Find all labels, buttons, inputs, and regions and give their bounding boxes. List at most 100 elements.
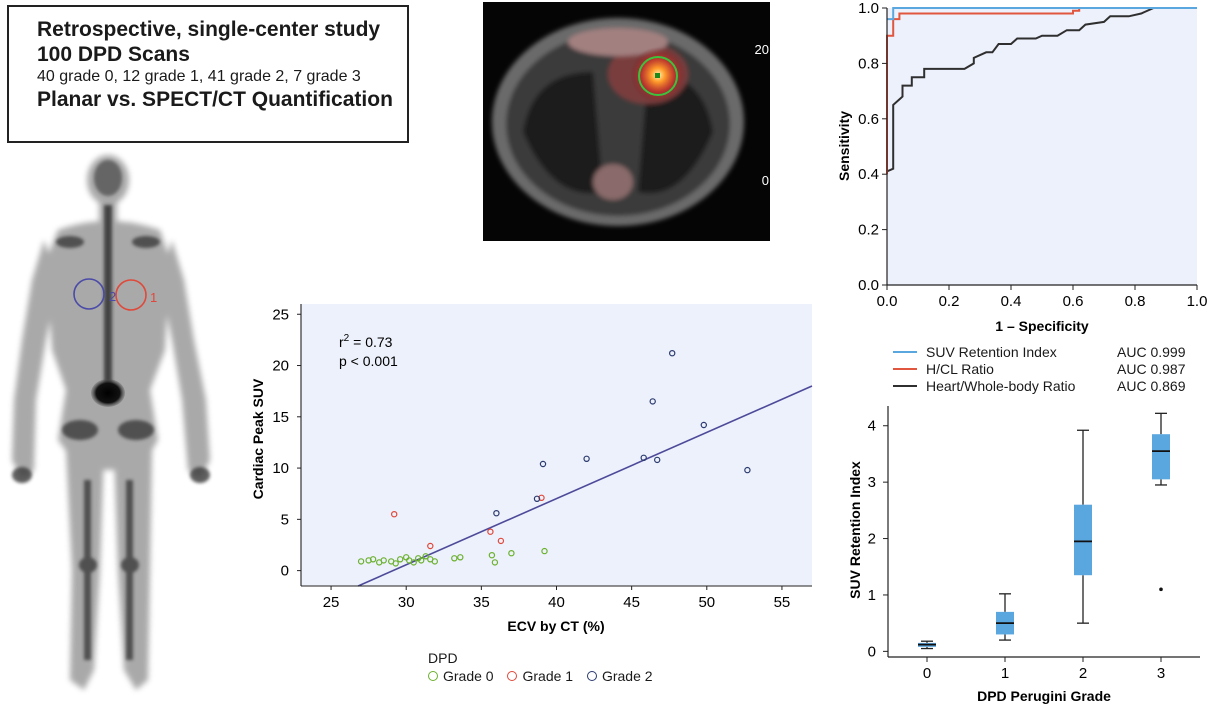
scatter-point-grade-2: [700, 421, 707, 429]
boxplot-x-tick-label: 1: [1001, 665, 1009, 682]
roc-series-line-0: [887, 7, 1197, 21]
legend-line-black: [893, 384, 917, 387]
p-value-annotation: p < 0.001: [339, 353, 398, 369]
roc-x-axis-label: 1 – Specificity: [995, 318, 1089, 334]
boxplot-x-tick-label: 3: [1157, 665, 1165, 682]
scatter-point-grade-0: [417, 557, 425, 564]
grade-breakdown-text: 40 grade 0, 12 grade 1, 41 grade 2, 7 gr…: [37, 68, 361, 85]
boxplot-suv-retention-chart: 0 1 2 3 0 1 2 3 4 DPD Perugini Grade SUV Retent…: [847, 406, 1200, 704]
scatter-point-grade-2: [493, 509, 500, 517]
colorbar-max-label: 20: [755, 42, 769, 57]
scatter-point-grade-1: [427, 542, 434, 550]
legend-item-grade-2: Grade 2: [586, 667, 653, 685]
scatter-point-grade-2: [649, 398, 656, 405]
roi-label-2: 2: [109, 289, 116, 304]
bladder-uptake: [91, 379, 125, 407]
ct-roi-circle: [638, 56, 678, 96]
roi-label-1: 1: [150, 290, 157, 305]
scatter-point-grade-2: [533, 495, 541, 502]
scatter-point-grade-2: [640, 454, 647, 461]
scatter-y-axis-label: Cardiac Peak SUV: [250, 378, 266, 499]
navy-circle-icon: [586, 671, 597, 681]
roc-y-tick-label: 0.2: [858, 222, 879, 239]
roc-x-tick-label: 1.0: [1187, 293, 1208, 310]
scatter-point-grade-2: [744, 466, 751, 474]
legend-auc-value: AUC 0.869: [1117, 377, 1186, 394]
scatter-point-grade-2: [539, 460, 547, 468]
study-summary-box: Retrospective, single-center study 100 D…: [7, 5, 409, 143]
roc-x-tick-label: 0.0: [877, 293, 898, 310]
scatter-x-tick-label: 25: [323, 594, 340, 611]
roc-curve-chart: 0.0 0.2 0.4 0.6 0.8 1.0 0.0 0.2 0.4 0.6 0.8 1.0 1 …: [836, 0, 1208, 334]
comparison-text: Planar vs. SPECT/CT Quantification: [37, 88, 393, 111]
scatter-point-grade-1: [390, 510, 398, 518]
green-circle-icon: [428, 671, 438, 681]
roc-series-line-1: [886, 7, 1197, 175]
roc-x-tick-label: 0.2: [939, 293, 960, 310]
legend-series-name: Heart/Whole-body Ratio: [926, 377, 1076, 394]
boxplot-y-tick-label: 4: [868, 418, 876, 435]
roc-plot-area: [887, 8, 1197, 285]
roc-x-tick-label: 0.4: [1001, 293, 1022, 310]
boxplot-x-tick-label: 0: [923, 665, 931, 682]
regression-line: [357, 385, 813, 587]
scatter-x-tick-label: 45: [623, 594, 640, 611]
roc-y-tick-label: 0.4: [858, 166, 879, 183]
scatter-point-grade-0: [457, 554, 464, 561]
scan-count-text: 100 DPD Scans: [37, 43, 190, 66]
scatter-point-grade-2: [669, 350, 676, 357]
boxplot-y-tick-label: 3: [868, 474, 876, 491]
heart-roi-circle: [115, 279, 147, 311]
roc-y-tick-label: 1.0: [858, 0, 879, 17]
red-circle-icon: [507, 671, 518, 681]
roc-x-tick-label: 0.8: [1125, 293, 1146, 310]
scatter-point-grade-0: [451, 555, 458, 562]
scatter-point-grade-0: [392, 560, 399, 567]
scatter-point-grade-0: [396, 556, 404, 563]
scatter-x-tick-label: 50: [698, 594, 715, 611]
r-squared-annotation: r2 = 0.73: [339, 333, 393, 350]
legend-series-name: SUV Retention Index: [926, 343, 1057, 360]
legend-auc-value: AUC 0.987: [1117, 360, 1186, 377]
scatter-point-grade-0: [422, 553, 429, 560]
colorbar-min-label: 0: [762, 173, 769, 188]
scatter-point-grade-0: [541, 547, 548, 555]
legend-series-name: H/CL Ratio: [926, 360, 994, 377]
roc-y-tick-label: 0.0: [858, 277, 879, 294]
roc-x-tick-label: 0.6: [1063, 293, 1084, 310]
boxplot-x-axis-label: DPD Perugini Grade: [977, 688, 1111, 704]
whole-body-bone-scan-image: 2 1: [12, 155, 210, 690]
scatter-point-grade-2: [654, 456, 661, 464]
legend-item-hcl-ratio: H/CL Ratio AUC 0.987: [893, 360, 1203, 377]
scatter-y-tick-label: 15: [272, 409, 289, 426]
scatter-ecv-suv-chart: 25 30 35 40 45 50 55 0 5 10 15 20 25 r2 = 0.73 p < …: [250, 304, 813, 634]
scatter-x-tick-label: 55: [774, 594, 791, 611]
scatter-x-tick-label: 35: [473, 594, 490, 611]
legend-auc-value: AUC 0.999: [1117, 343, 1186, 360]
scatter-legend: DPD Grade 0 Grade 1 Grade 2: [428, 649, 663, 685]
scatter-y-tick-label: 10: [272, 460, 289, 477]
scatter-point-grade-0: [431, 558, 438, 565]
scatter-x-tick-label: 40: [548, 594, 565, 611]
box-iqr-grade-3: [1152, 434, 1170, 480]
scatter-plot-area: [301, 304, 812, 586]
box-iqr-grade-2: [1074, 504, 1092, 576]
roc-y-tick-label: 0.6: [858, 111, 879, 128]
boxplot-y-tick-label: 1: [868, 587, 876, 604]
boxplot-y-axis-label: SUV Retention Index: [847, 461, 863, 599]
scatter-y-tick-label: 0: [281, 563, 289, 580]
scatter-point-grade-0: [357, 558, 365, 565]
scatter-x-axis-label: ECV by CT (%): [507, 618, 604, 634]
roc-y-axis-label: Sensitivity: [836, 111, 852, 181]
scatter-y-tick-label: 5: [281, 511, 289, 528]
scatter-point-grade-1: [497, 537, 505, 545]
legend-item-heart-wholebody: Heart/Whole-body Ratio AUC 0.869: [893, 377, 1203, 394]
scatter-point-grade-2: [583, 455, 590, 462]
roc-series-line-2: [886, 7, 1197, 173]
roc-y-tick-label: 0.8: [858, 55, 879, 72]
scatter-point-grade-1: [487, 528, 494, 535]
legend-label: Grade 1: [522, 668, 574, 684]
boxplot-y-tick-label: 2: [868, 531, 876, 548]
legend-line-red: [893, 367, 917, 370]
study-design-text: Retrospective, single-center study: [37, 18, 381, 41]
